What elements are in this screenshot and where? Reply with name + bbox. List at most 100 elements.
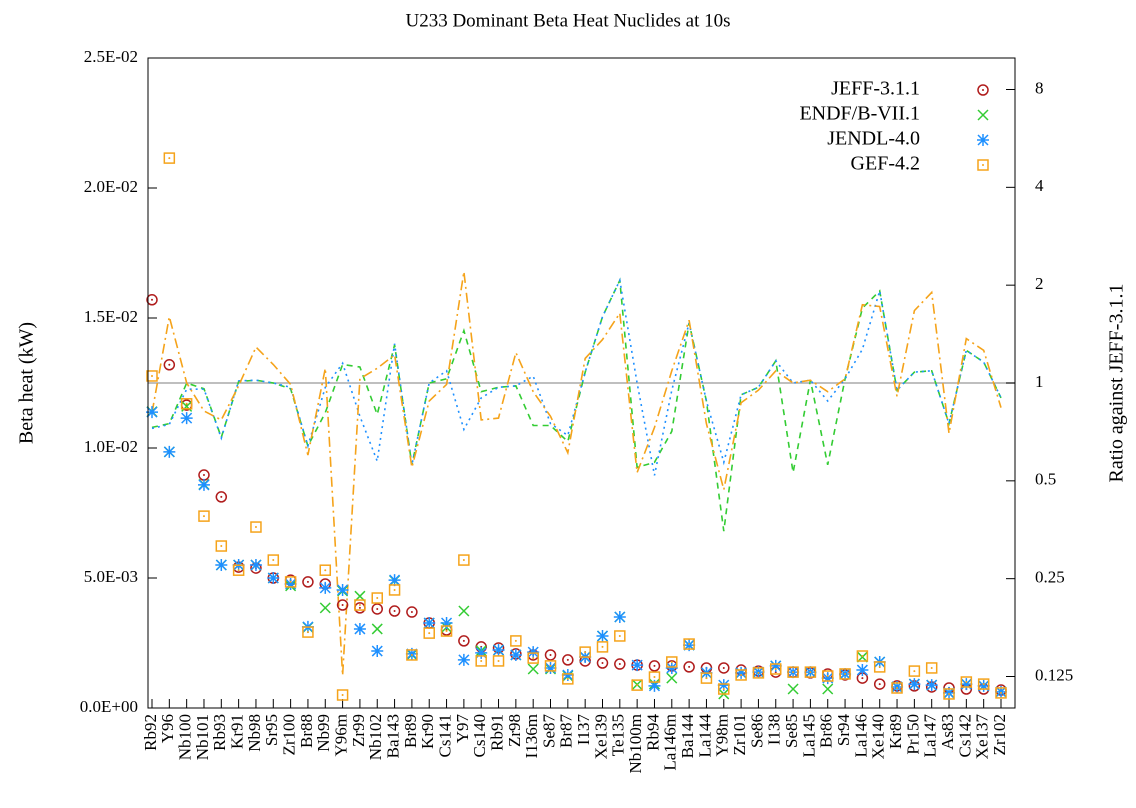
x-tick-label: Nb100 xyxy=(176,714,195,760)
marker-dot xyxy=(306,580,309,583)
marker xyxy=(839,668,851,680)
marker-dot xyxy=(653,676,656,679)
marker xyxy=(371,645,384,658)
marker-dot xyxy=(722,688,725,691)
x-tick-label: Se85 xyxy=(782,714,801,748)
x-tick-label: Se86 xyxy=(747,714,766,748)
marker xyxy=(371,623,383,635)
marker-dot xyxy=(220,545,223,548)
marker xyxy=(977,109,989,121)
marker xyxy=(666,672,678,684)
marker xyxy=(302,626,314,638)
y-axis-label: Beta heat (kW) xyxy=(16,322,38,444)
chart-title: U233 Dominant Beta Heat Nuclides at 10s xyxy=(405,10,730,31)
marker xyxy=(544,649,557,661)
x-tick-label: Zr100 xyxy=(280,714,299,756)
x-tick-label: La144 xyxy=(695,714,714,758)
marker-dot xyxy=(584,651,587,654)
x-tick-label: Br87 xyxy=(557,714,576,749)
marker xyxy=(371,603,383,615)
marker-dot xyxy=(376,597,379,600)
marker xyxy=(146,370,158,382)
marker xyxy=(406,606,418,618)
marker xyxy=(579,646,591,658)
marker xyxy=(180,412,193,425)
marker xyxy=(735,669,747,681)
marker xyxy=(284,577,297,590)
marker-dot xyxy=(774,668,777,670)
marker xyxy=(822,683,834,695)
marker xyxy=(475,655,487,667)
marker-dot xyxy=(341,604,344,607)
marker-dot xyxy=(151,298,153,301)
y-tick-label: 1.0E-02 xyxy=(84,437,138,456)
y2-tick-label: 0.25 xyxy=(1035,568,1065,587)
marker-dot xyxy=(168,157,171,160)
marker-dot xyxy=(532,657,535,660)
x-tick-label: Pr150 xyxy=(903,714,922,755)
x-tick-label: Kr91 xyxy=(228,714,247,749)
marker-dot xyxy=(670,660,673,663)
marker xyxy=(527,652,539,664)
marker-dot xyxy=(688,643,691,646)
marker-dot xyxy=(428,632,431,635)
marker xyxy=(388,584,401,596)
legend-label: GEF-4.2 xyxy=(851,153,920,175)
x-tick-label: Kr89 xyxy=(886,714,905,749)
marker xyxy=(527,646,540,659)
marker xyxy=(197,478,210,491)
marker-dot xyxy=(1000,691,1002,694)
marker-dot xyxy=(289,580,292,583)
marker-dot xyxy=(809,671,812,674)
y-tick-label: 2.5E-02 xyxy=(84,47,138,66)
marker-dot xyxy=(202,474,205,477)
legend-marker xyxy=(977,109,989,121)
marker xyxy=(717,679,730,692)
marker xyxy=(336,689,349,701)
x-tick-label: Rb94 xyxy=(643,714,662,751)
marker xyxy=(302,576,314,588)
marker-dot xyxy=(878,683,881,686)
x-tick-label: Cs142 xyxy=(955,714,974,757)
marker-dot xyxy=(878,665,881,668)
marker xyxy=(457,653,470,666)
marker xyxy=(995,687,1007,699)
marker-dot xyxy=(549,653,552,656)
marker xyxy=(787,683,799,695)
y2-tick-label: 2 xyxy=(1035,274,1044,293)
marker xyxy=(249,559,262,571)
marker-dot xyxy=(462,559,465,562)
marker xyxy=(371,592,383,604)
x-tick-label: Br86 xyxy=(817,714,836,748)
marker xyxy=(146,294,158,306)
marker-dot xyxy=(306,631,309,634)
marker xyxy=(215,559,228,571)
marker-dot xyxy=(202,515,205,518)
marker-dot xyxy=(913,670,916,673)
marker xyxy=(163,152,176,164)
marker xyxy=(666,656,678,668)
marker xyxy=(648,671,661,683)
marker-dot xyxy=(965,681,968,683)
x-tick-label: Zr98 xyxy=(505,714,524,747)
marker xyxy=(631,659,644,672)
marker xyxy=(388,605,401,617)
legend-label: ENDF/B-VII.1 xyxy=(799,103,920,125)
x-tick-label: Zr102 xyxy=(990,714,1009,756)
marker xyxy=(960,678,973,691)
marker xyxy=(718,662,730,674)
x-tick-label: La147 xyxy=(921,714,940,758)
marker-dot xyxy=(861,677,864,680)
marker xyxy=(163,445,176,458)
marker xyxy=(648,660,661,672)
marker xyxy=(700,672,713,684)
marker xyxy=(319,602,331,614)
marker-dot xyxy=(618,634,621,637)
marker xyxy=(215,540,228,552)
marker-dot xyxy=(376,607,379,610)
marker xyxy=(354,599,366,611)
x-tick-label: I138 xyxy=(765,714,784,745)
marker xyxy=(596,641,609,653)
marker xyxy=(284,576,297,588)
marker-dot xyxy=(636,684,639,687)
